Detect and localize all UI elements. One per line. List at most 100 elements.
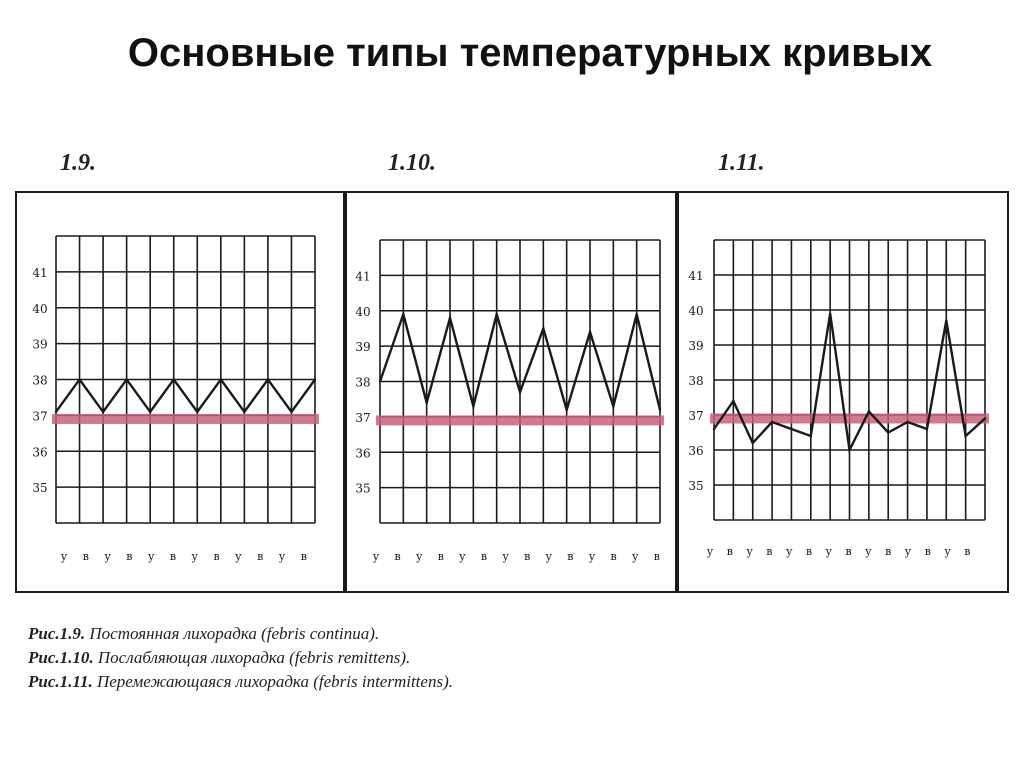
chart-2-ytick: 39	[688, 339, 703, 353]
chart-0-xlabel: в	[301, 550, 307, 563]
chart-1-xlabel: в	[438, 550, 444, 563]
chart-2-frame	[677, 191, 1009, 593]
chart-1-point	[472, 405, 475, 408]
page-title: Основные типы температурных кривых	[127, 31, 933, 75]
chart-2-xlabel: в	[845, 545, 851, 558]
chart-2-xlabel: у	[746, 545, 753, 558]
chart-2-point	[770, 420, 774, 424]
chart-0-point	[196, 410, 199, 413]
chart-0-xlabel: в	[170, 550, 176, 563]
chart-0-frame	[15, 191, 345, 593]
chart-2-point	[751, 441, 754, 445]
chart-2-point	[925, 427, 929, 431]
chart-0-ytick: 38	[32, 374, 47, 388]
chart-0-ytick: 41	[32, 266, 47, 280]
figure-label-1-9: 1.9.	[60, 150, 96, 176]
chart-2-xlabel: у	[905, 545, 912, 558]
chart-0-point	[101, 410, 105, 413]
chart-0-normal-band	[52, 413, 319, 424]
chart-2-xlabel: у	[786, 545, 793, 558]
caption-1-9: Рис.1.9. Постоянная лихорадка (febris co…	[28, 622, 453, 646]
chart-1-point	[635, 313, 638, 316]
chart-0-xlabel: в	[83, 550, 89, 563]
chart-0-point	[54, 410, 58, 413]
caption-1-10: Рис.1.10. Послабляющая лихорадка (febris…	[28, 646, 453, 670]
chart-1-xlabel: у	[416, 550, 423, 563]
chart-1-xlabel: в	[610, 550, 616, 563]
caption-1-11-prefix: Рис.1.11.	[28, 672, 93, 691]
chart-2-point	[867, 410, 871, 413]
chart-2-point	[809, 434, 812, 438]
chart-0-xlabel: у	[61, 550, 68, 563]
chart-0-xlabel: в	[257, 550, 263, 563]
chart-0-ytick: 35	[32, 481, 47, 495]
chart-2-point	[964, 434, 967, 438]
chart-2-ytick: 35	[688, 479, 703, 493]
chart-2-point	[732, 399, 735, 403]
chart-1-xlabel: у	[502, 550, 509, 563]
figure-label-1-10: 1.10.	[388, 150, 436, 176]
chart-2-ytick: 40	[688, 304, 703, 318]
chart-0-ytick: 36	[32, 445, 47, 459]
caption-1-11-text: Перемежающаяся лихорадка (febris intermi…	[92, 672, 453, 691]
chart-1-ytick: 39	[355, 340, 370, 354]
chart-1-point	[402, 313, 405, 316]
chart-2-ytick: 36	[688, 444, 703, 458]
chart-2-xlabel: в	[727, 545, 733, 558]
chart-2-point	[887, 431, 890, 434]
chart-1-point	[658, 408, 662, 411]
chart-1-xlabel: в	[481, 550, 487, 563]
chart-1-ytick: 37	[355, 411, 370, 425]
chart-2-xlabel: в	[885, 545, 891, 558]
chart-0-xlabel: у	[148, 550, 155, 563]
chart-2-ytick: 38	[688, 374, 703, 388]
chart-0-point	[290, 410, 293, 413]
chart-1-point	[518, 390, 522, 394]
chart-2-point	[983, 417, 987, 420]
chart-0-point	[243, 410, 246, 413]
chart-1-point	[495, 313, 498, 316]
chart-0-xlabel: у	[192, 550, 199, 563]
chart-1-xlabel: в	[394, 550, 400, 563]
chart-0-xlabel: в	[126, 550, 132, 563]
chart-1-xlabel: у	[589, 550, 596, 563]
chart-1-ytick: 38	[355, 376, 370, 390]
chart-1-frame	[345, 191, 677, 593]
chart-2-xlabel: в	[925, 545, 931, 558]
caption-1-9-prefix: Рис.1.9.	[28, 624, 86, 643]
chart-1-point	[612, 405, 615, 408]
chart-1-ytick: 36	[355, 446, 370, 460]
chart-1-point	[565, 408, 568, 411]
chart-0-point	[313, 378, 317, 381]
chart-2-xlabel: в	[964, 545, 970, 558]
chart-1-ytick: 41	[355, 269, 370, 283]
chart-0-xlabel: у	[279, 550, 286, 563]
chart-0-point	[266, 378, 270, 381]
caption-1-9-text: Постоянная лихорадка (febris continua).	[85, 624, 380, 643]
figure-label-1-11: 1.11.	[718, 150, 765, 176]
chart-0-xlabel: в	[213, 550, 219, 563]
chart-2-xlabel: в	[806, 545, 812, 558]
chart-0-point	[125, 378, 128, 381]
chart-1-xlabel: в	[567, 550, 573, 563]
chart-0-point	[148, 410, 152, 413]
chart-0-ytick: 39	[32, 338, 47, 352]
chart-2-ytick: 41	[688, 269, 703, 283]
chart-2-normal-band	[710, 413, 989, 424]
chart-0-xlabel: у	[104, 550, 111, 563]
chart-1-xlabel: у	[546, 550, 553, 563]
caption-1-10-text: Послабляющая лихорадка (febris remittens…	[93, 648, 411, 667]
chart-2-xlabel: у	[865, 545, 872, 558]
chart-0-point	[219, 378, 223, 381]
caption-1-11: Рис.1.11. Перемежающаяся лихорадка (febr…	[28, 670, 453, 694]
chart-2-point	[712, 427, 716, 431]
chart-1-point	[542, 327, 545, 330]
chart-1-point	[588, 330, 592, 334]
chart-0-xlabel: у	[235, 550, 242, 563]
chart-1-point	[378, 380, 382, 383]
chart-0-series-line	[55, 377, 316, 414]
chart-1-xlabel: у	[632, 550, 639, 563]
chart-1-normal-band	[376, 415, 664, 426]
chart-1-ytick: 35	[355, 482, 370, 496]
